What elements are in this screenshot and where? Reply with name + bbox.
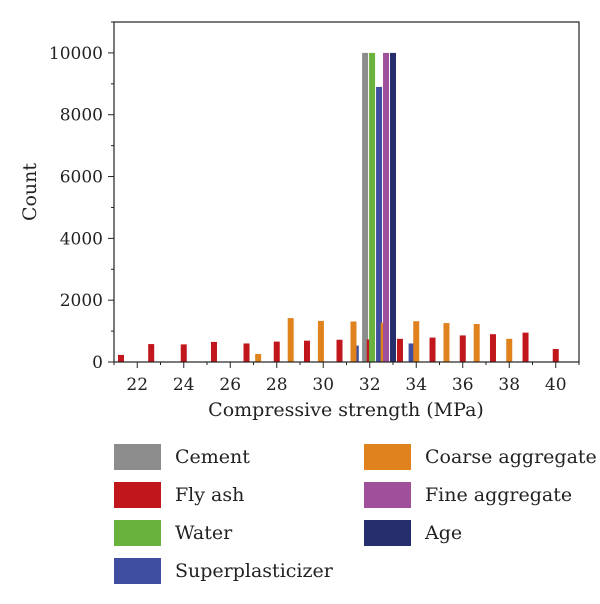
bar-fly-ash-9 (396, 338, 403, 362)
x-tick-label-22: 22 (126, 375, 148, 395)
legend-item-cement: Cement (114, 444, 250, 470)
x-tick-label-36: 36 (452, 375, 474, 395)
x-tick-label-38: 38 (498, 375, 520, 395)
legend: Cement Fly ash Water Superplasticizer Co… (0, 440, 600, 604)
x-tick-label-34: 34 (405, 375, 427, 395)
bar-coarse-aggregate-3 (350, 321, 357, 362)
x-tick-label-30: 30 (312, 375, 334, 395)
legend-label-coarse-aggregate: Coarse aggregate (425, 446, 597, 468)
legend-label-age: Age (425, 522, 463, 544)
bar-fly-ash-4 (243, 343, 250, 362)
bar-water-0 (369, 52, 376, 362)
bar-fly-ash-6 (303, 340, 310, 362)
x-axis-ticks: 22 24 26 28 30 32 34 36 38 40 (113, 362, 580, 395)
bar-fly-ash-1 (148, 344, 155, 362)
x-tick-label-26: 26 (219, 375, 241, 395)
x-tick-label-32: 32 (359, 375, 381, 395)
bar-fine-aggregate-0 (383, 52, 390, 362)
bar-coarse-aggregate-6 (443, 323, 450, 362)
bar-coarse-aggregate-0 (255, 353, 262, 362)
bar-coarse-aggregate-7 (473, 323, 480, 362)
bar-fly-ash-10 (429, 337, 436, 362)
bar-coarse-aggregate-5 (413, 321, 420, 362)
bar-fly-ash-14 (552, 349, 559, 362)
legend-swatch-cement (114, 444, 161, 470)
bar-age-0 (390, 52, 396, 362)
series-fly-ash (117, 332, 559, 362)
bar-cement-0 (362, 52, 369, 362)
legend-label-water: Water (175, 522, 233, 544)
bar-fly-ash-5 (273, 341, 280, 362)
histogram-chart: 22 24 26 28 30 32 34 36 38 40 0 2000 4000 6000 8000 10… (19, 21, 580, 421)
legend-item-fine-aggregate: Fine aggregate (364, 482, 572, 508)
y-tick-label-8000: 8000 (60, 106, 103, 126)
bar-fly-ash-12 (489, 334, 496, 362)
bar-coarse-aggregate-2 (317, 320, 324, 362)
bar-fly-ash-13 (522, 332, 529, 362)
legend-swatch-fine-aggregate (364, 482, 411, 508)
bar-superplasticizer-2 (408, 343, 415, 362)
legend-label-fine-aggregate: Fine aggregate (425, 484, 573, 506)
series-fine-aggregate (383, 52, 390, 362)
legend-label-superplasticizer: Superplasticizer (175, 560, 333, 582)
y-tick-label-4000: 4000 (60, 229, 103, 249)
bars-layer (117, 52, 559, 362)
bar-fly-ash-2 (180, 344, 187, 362)
legend-swatch-water (114, 520, 161, 546)
series-age (390, 52, 396, 362)
legend-item-superplasticizer: Superplasticizer (114, 558, 333, 584)
y-tick-label-10000: 10000 (49, 44, 103, 64)
legend-swatch-superplasticizer (114, 558, 161, 584)
series-cement (362, 52, 369, 362)
legend-item-age: Age (364, 520, 462, 546)
legend-item-fly-ash: Fly ash (114, 482, 244, 508)
bar-fly-ash-11 (459, 335, 466, 362)
y-axis-label: Count (19, 163, 41, 221)
legend-swatch-age (364, 520, 411, 546)
y-axis-ticks: 0 2000 4000 6000 8000 10000 (49, 21, 114, 373)
y-tick-label-6000: 6000 (60, 168, 103, 188)
x-axis-label: Compressive strength (MPa) (208, 399, 484, 421)
bar-coarse-aggregate-8 (506, 338, 513, 362)
legend-swatch-coarse-aggregate (364, 444, 411, 470)
bar-fly-ash-7 (336, 339, 343, 362)
y-tick-label-2000: 2000 (60, 291, 103, 311)
x-tick-label-40: 40 (545, 375, 567, 395)
legend-swatch-fly-ash (114, 482, 161, 508)
bar-fly-ash-0 (117, 354, 124, 362)
plot-frame (113, 21, 580, 363)
bar-superplasticizer-1 (376, 86, 383, 362)
bar-coarse-aggregate-1 (287, 318, 294, 362)
legend-item-water: Water (114, 520, 232, 546)
bar-fly-ash-3 (210, 341, 217, 362)
y-tick-label-0: 0 (92, 353, 103, 373)
x-tick-label-28: 28 (266, 375, 288, 395)
legend-label-fly-ash: Fly ash (175, 484, 245, 506)
legend-item-coarse-aggregate: Coarse aggregate (364, 444, 597, 470)
legend-label-cement: Cement (175, 446, 250, 468)
series-water (369, 52, 376, 362)
x-tick-label-24: 24 (173, 375, 195, 395)
